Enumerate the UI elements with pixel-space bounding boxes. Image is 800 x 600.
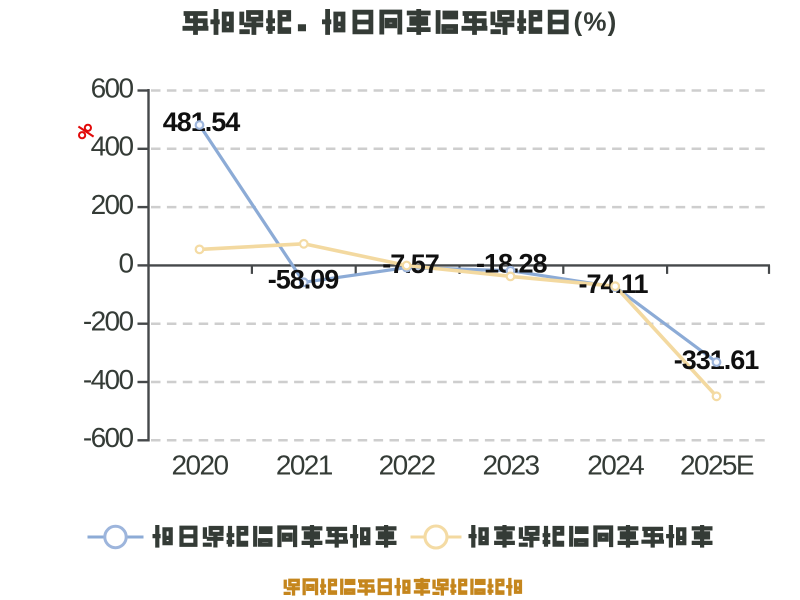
svg-text:2022: 2022: [379, 450, 436, 481]
svg-text:-400: -400: [83, 364, 134, 395]
svg-text:-58.09: -58.09: [268, 265, 340, 295]
svg-text:(%): (%): [574, 7, 618, 37]
svg-text:400: 400: [91, 131, 134, 162]
svg-text:2020: 2020: [172, 450, 229, 481]
svg-text:2023: 2023: [483, 450, 540, 481]
svg-text:0: 0: [119, 247, 134, 278]
svg-text:2021: 2021: [276, 450, 333, 481]
svg-text:-200: -200: [83, 306, 134, 337]
svg-text:200: 200: [91, 189, 134, 220]
svg-text:-600: -600: [83, 422, 134, 453]
svg-text:2025E: 2025E: [680, 450, 754, 481]
svg-text:600: 600: [91, 72, 134, 103]
svg-text:2024: 2024: [587, 450, 644, 481]
